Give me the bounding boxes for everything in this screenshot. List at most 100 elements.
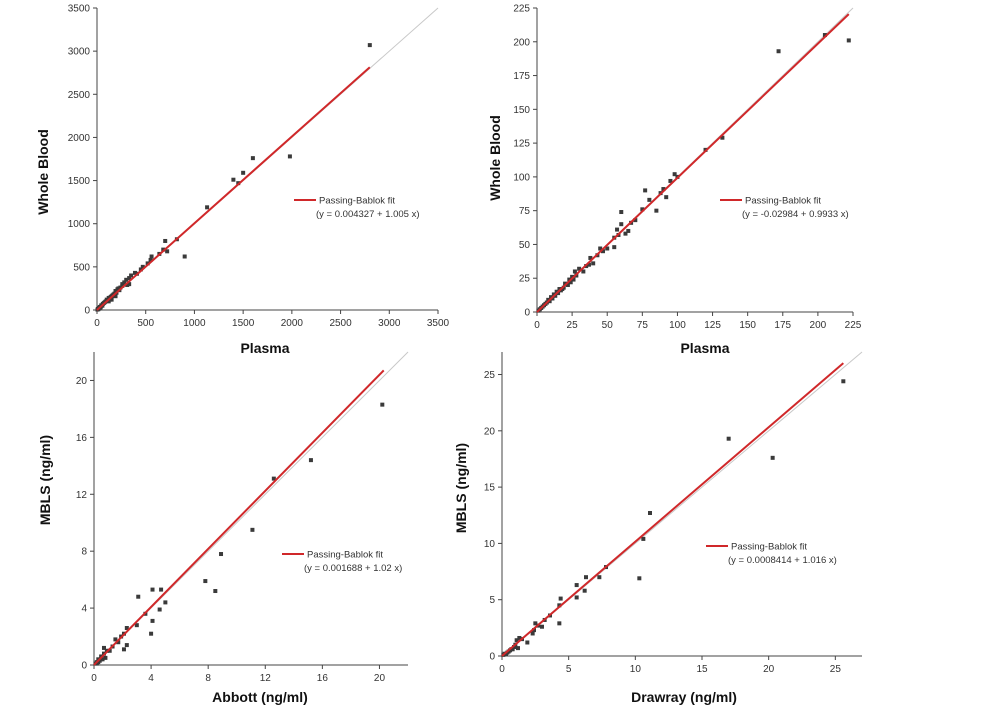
data-point	[205, 205, 210, 210]
x-tick-label: 0	[499, 664, 505, 675]
data-point	[612, 245, 617, 250]
y-tick-label: 200	[513, 37, 530, 48]
fit-line	[93, 369, 385, 666]
data-point	[726, 436, 731, 441]
data-point	[136, 594, 141, 599]
data-point	[121, 647, 126, 652]
data-point	[584, 575, 588, 580]
legend-equation: (y = -0.02984 + 0.9933 x)	[742, 209, 849, 220]
x-tick-label: 0	[94, 318, 100, 329]
x-tick-label: 125	[704, 320, 721, 331]
x-tick-label: 25	[567, 320, 579, 331]
x-axis-title: Drawray (ng/ml)	[631, 689, 737, 705]
data-point	[159, 587, 164, 592]
chart-panel-4: 0 5 10 15 20 25 0 5 10 15 20 25 Drawray (ng/ml) MBLS …	[453, 351, 863, 705]
data-point	[641, 536, 646, 541]
data-point	[308, 458, 313, 463]
data-point	[517, 635, 522, 640]
data-point	[525, 640, 530, 645]
y-tick-label: 75	[519, 206, 531, 217]
legend-equation: (y = 0.001688 + 1.02 x)	[304, 563, 402, 574]
data-point	[841, 379, 846, 384]
data-point	[241, 170, 246, 175]
data-point	[648, 511, 652, 516]
data-point	[99, 657, 104, 662]
data-point	[557, 287, 562, 292]
data-point	[558, 596, 563, 601]
data-point	[640, 207, 645, 212]
data-point	[271, 476, 276, 481]
legend-equation: (y = 0.004327 + 1.005 x)	[316, 209, 420, 220]
data-point	[776, 49, 781, 54]
y-tick-label: 5	[489, 595, 495, 606]
y-tick-label: 0	[524, 308, 530, 319]
data-point	[113, 637, 118, 642]
data-point	[124, 643, 129, 648]
x-axis-title: Abbott (ng/ml)	[212, 689, 308, 705]
legend: Passing-Bablok fit (y = 0.001688 + 1.02 x…	[282, 550, 402, 574]
y-tick-label: 3500	[68, 4, 91, 15]
x-tick-label: 8	[205, 673, 211, 684]
data-point	[588, 255, 593, 260]
x-tick-label: 225	[845, 320, 862, 331]
data-point	[94, 661, 99, 666]
data-point	[149, 631, 154, 636]
x-tick-label: 2500	[329, 318, 352, 329]
x-tick-label: 0	[534, 320, 540, 331]
y-tick-label: 3000	[68, 47, 91, 58]
data-point	[654, 208, 659, 213]
x-tick-label: 200	[810, 320, 827, 331]
data-point	[165, 249, 170, 254]
y-tick-label: 4	[81, 604, 87, 615]
data-point	[570, 274, 575, 279]
legend: Passing-Bablok fit (y = -0.02984 + 0.9933…	[720, 196, 849, 220]
x-tick-label: 50	[602, 320, 614, 331]
data-point	[113, 294, 118, 299]
x-tick-label: 100	[669, 320, 686, 331]
x-tick-label: 5	[566, 664, 572, 675]
data-point	[601, 249, 606, 254]
x-axis-title: Plasma	[240, 340, 289, 356]
data-point	[549, 295, 554, 300]
data-point	[380, 402, 385, 407]
data-point	[551, 292, 556, 297]
data-point	[129, 273, 134, 278]
data-point	[770, 455, 775, 460]
data-point	[586, 262, 591, 267]
data-point	[107, 648, 112, 653]
x-tick-label: 75	[637, 320, 649, 331]
data-point	[287, 154, 292, 159]
data-point	[250, 156, 255, 161]
data-point	[163, 238, 168, 243]
data-point	[127, 282, 132, 287]
y-tick-label: 50	[519, 240, 531, 251]
data-point	[615, 227, 620, 232]
x-tick-label: 3500	[427, 318, 450, 329]
y-axis-title: Whole Blood	[35, 129, 51, 215]
data-point	[554, 289, 559, 294]
data-point	[516, 646, 520, 651]
y-axis-title: MBLS (ng/ml)	[37, 435, 53, 525]
y-tick-label: 2500	[68, 90, 91, 101]
data-point	[101, 645, 106, 650]
legend: Passing-Bablok fit (y = 0.004327 + 1.005 …	[294, 196, 420, 220]
x-tick-label: 3000	[378, 318, 401, 329]
data-point	[163, 600, 168, 605]
x-tick-label: 500	[137, 318, 154, 329]
data-point	[540, 624, 544, 629]
data-point	[149, 254, 154, 259]
y-tick-label: 150	[513, 105, 530, 116]
data-point	[109, 297, 114, 302]
data-point	[598, 246, 603, 251]
data-point	[672, 172, 677, 177]
y-tick-label: 20	[76, 376, 88, 387]
x-tick-label: 20	[763, 664, 775, 675]
data-point	[591, 261, 596, 266]
y-tick-label: 0	[81, 661, 87, 672]
data-point	[574, 595, 579, 600]
x-tick-label: 20	[374, 673, 386, 684]
x-tick-label: 1000	[183, 318, 206, 329]
y-tick-label: 8	[81, 547, 87, 558]
data-point	[124, 277, 129, 282]
